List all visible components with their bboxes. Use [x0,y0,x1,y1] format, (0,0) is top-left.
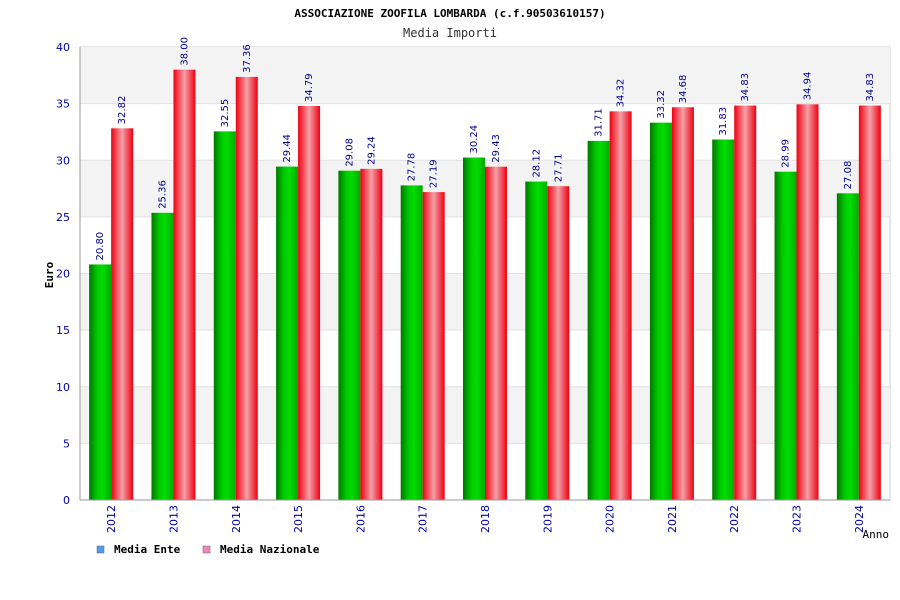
data-label-media-ente-2021: 33.32 [656,90,667,119]
x-tick-label: 2018 [479,505,492,533]
chart-subtitle: Media Importi [403,26,497,40]
data-label-media-ente-2014: 32.55 [220,99,231,128]
y-axis-label: Euro [43,261,56,288]
bar-media-ente-2019 [525,181,548,500]
bar-media-ente-2018 [463,157,485,501]
legend-swatch-media-nazionale [202,545,211,554]
data-label-media-nazionale-2018: 29.43 [491,134,502,163]
data-label-media-nazionale-2020: 34.32 [616,79,627,108]
bar-media-ente-2021 [649,122,672,500]
bar-media-ente-2022 [712,139,735,500]
x-tick-label: 2013 [167,505,180,533]
bar-media-nazionale-2020 [609,111,632,501]
data-label-media-nazionale-2017: 27.19 [429,159,440,188]
y-tick-label: 40 [56,41,70,54]
x-tick-label: 2024 [853,505,866,533]
bar-media-ente-2020 [587,140,610,500]
data-label-media-ente-2019: 28.12 [531,149,542,178]
data-label-media-ente-2023: 28.99 [781,139,792,168]
legend: Media Ente Media Nazionale [96,543,320,556]
y-tick-label: 10 [56,381,70,394]
bar-media-nazionale-2022 [734,105,757,501]
bar-media-ente-2023 [774,171,797,501]
legend-label-media-nazionale: Media Nazionale [220,543,320,556]
y-tick-label: 5 [63,437,70,450]
y-tick-label: 20 [56,268,70,281]
data-label-media-nazionale-2022: 34.83 [740,73,751,102]
data-label-media-ente-2024: 27.08 [843,161,854,190]
data-label-media-ente-2013: 25.36 [157,180,168,209]
x-tick-label: 2015 [292,505,305,533]
data-label-media-ente-2012: 20.80 [95,232,106,261]
x-tick-label: 2012 [105,505,118,533]
chart-title: ASSOCIAZIONE ZOOFILA LOMBARDA (c.f.90503… [294,7,605,20]
bar-media-ente-2016 [338,170,361,500]
data-label-media-ente-2018: 30.24 [469,125,480,154]
x-axis-ticks: 2012 2013 2014 2015 2016 2017 2018 2019 2020 2021… [105,505,866,533]
data-label-media-nazionale-2019: 27.71 [553,154,564,183]
y-tick-label: 15 [56,324,70,337]
grid-band [80,47,890,104]
data-label-media-ente-2020: 31.71 [594,108,605,137]
x-tick-label: 2022 [728,505,741,533]
y-tick-label: 0 [63,494,70,507]
data-label-media-ente-2017: 27.78 [407,153,418,182]
data-label-media-nazionale-2014: 37.36 [242,44,253,73]
bar-media-nazionale-2012 [111,128,134,500]
data-label-media-ente-2016: 29.08 [344,138,355,167]
bar-media-nazionale-2021 [671,107,694,501]
x-tick-label: 2014 [230,505,243,533]
x-tick-label: 2021 [666,505,679,533]
bar-media-nazionale-2017 [422,192,445,501]
bar-media-ente-2014 [213,131,236,500]
bar-media-nazionale-2014 [235,76,258,500]
y-tick-label: 30 [56,154,70,167]
bar-media-nazionale-2018 [485,166,507,500]
y-tick-label: 35 [56,98,70,111]
legend-swatch-media-ente [96,545,105,554]
bar-media-nazionale-2023 [796,104,819,500]
y-axis-ticks: 0 5 10 15 20 25 30 35 40 [56,41,70,507]
data-label-media-ente-2015: 29.44 [282,134,293,163]
data-label-media-nazionale-2024: 34.83 [865,73,876,102]
bars [89,69,881,501]
bar-media-ente-2024 [836,193,859,500]
bar-media-nazionale-2019 [547,186,570,500]
x-axis-label: Anno [863,528,890,541]
bar-media-nazionale-2015 [298,106,321,501]
bar-labels: 20.80 32.82 25.36 38.00 32.55 37.36 29.44 34.79… [95,37,876,260]
data-label-media-nazionale-2012: 32.82 [117,96,128,125]
y-tick-label: 25 [56,211,70,224]
data-label-media-ente-2022: 31.83 [718,107,729,136]
bar-media-ente-2017 [400,185,423,501]
x-tick-label: 2019 [541,505,554,533]
bar-media-ente-2015 [276,166,299,501]
bar-media-nazionale-2013 [173,69,196,501]
x-tick-label: 2020 [604,505,617,533]
data-label-media-nazionale-2015: 34.79 [304,73,315,102]
data-label-media-nazionale-2016: 29.24 [366,136,377,165]
bar-media-nazionale-2024 [858,105,881,501]
legend-label-media-ente: Media Ente [114,543,181,556]
bar-media-ente-2013 [151,212,174,500]
data-label-media-nazionale-2021: 34.68 [678,75,689,104]
x-tick-label: 2016 [354,505,367,533]
data-label-media-nazionale-2023: 34.94 [803,72,814,101]
data-label-media-nazionale-2013: 38.00 [179,37,190,66]
x-tick-label: 2023 [791,505,804,533]
bar-media-nazionale-2016 [360,168,383,500]
x-tick-label: 2017 [417,505,430,533]
bar-media-ente-2012 [89,264,112,500]
